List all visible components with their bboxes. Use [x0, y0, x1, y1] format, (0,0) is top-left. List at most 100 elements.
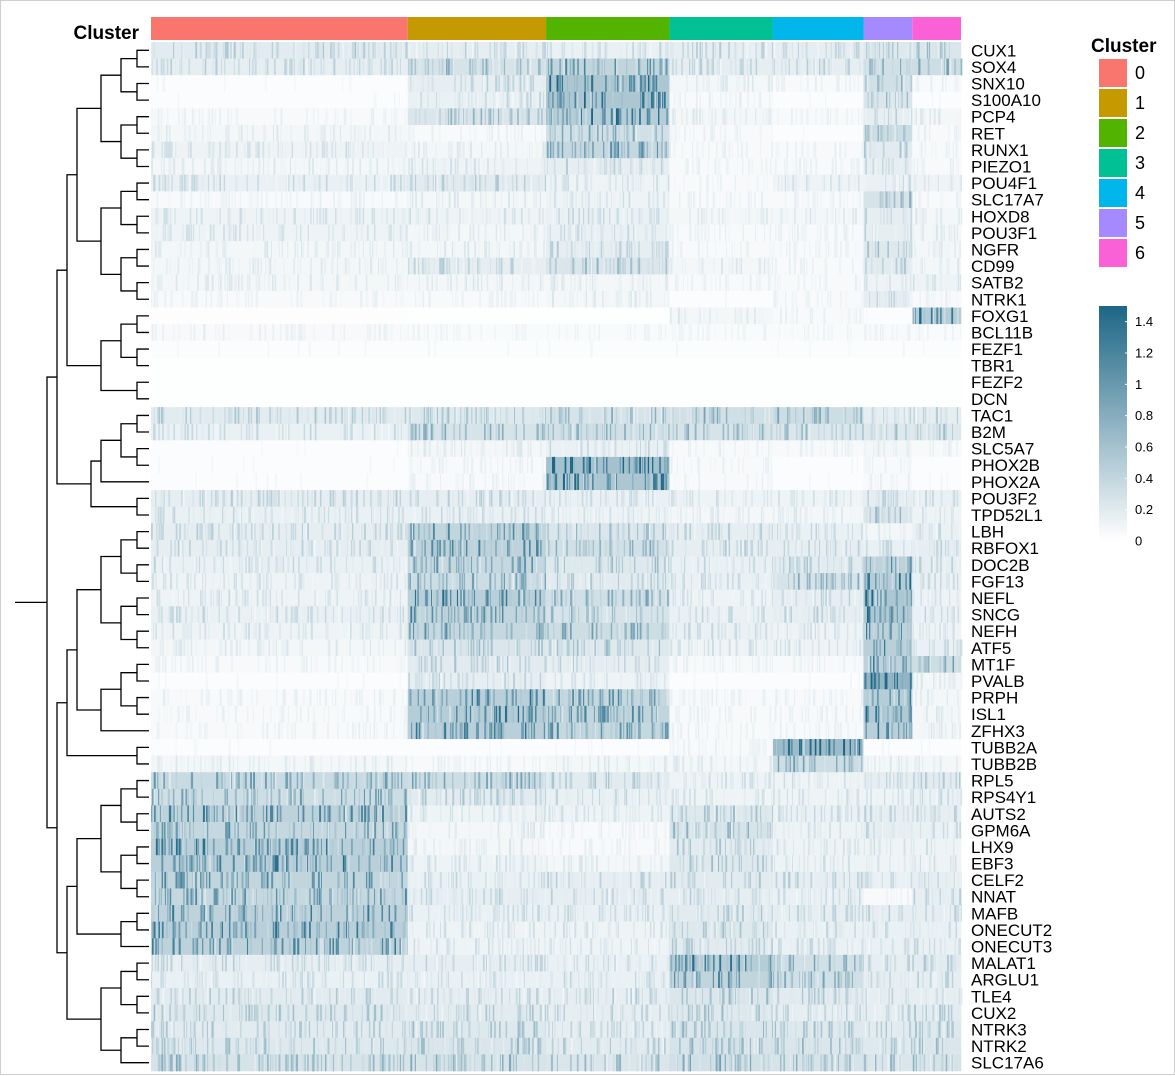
- heatmap-cell: [151, 340, 409, 358]
- legend-label-4: 4: [1135, 183, 1145, 203]
- heatmap-cell: [912, 124, 962, 142]
- gene-label: MT1F: [971, 655, 1015, 674]
- heatmap-cell: [669, 274, 774, 292]
- heatmap-cell: [407, 324, 547, 342]
- legend-label-5: 5: [1135, 213, 1145, 233]
- gene-label: PHOX2B: [971, 456, 1040, 475]
- gene-label: TBR1: [971, 357, 1014, 376]
- heatmap-cell: [669, 556, 774, 574]
- gene-label: FEZF2: [971, 373, 1023, 392]
- heatmap-cell: [772, 108, 864, 126]
- heatmap-cell: [669, 373, 774, 391]
- heatmap-cell: [863, 75, 913, 93]
- heatmap-cell: [151, 290, 409, 308]
- heatmap-cell: [546, 905, 670, 922]
- heatmap-cell: [863, 174, 913, 192]
- heatmap-cell: [669, 456, 774, 474]
- heatmap-cell: [407, 274, 547, 292]
- gene-label: RUNX1: [971, 141, 1029, 160]
- heatmap-cell: [669, 705, 774, 723]
- gene-label: NTRK3: [971, 1021, 1027, 1040]
- heatmap-cell: [669, 855, 774, 873]
- heatmap-cell: [407, 224, 547, 242]
- heatmap-cell: [407, 672, 547, 690]
- heatmap-cell: [772, 307, 864, 325]
- gene-label: SNCG: [971, 606, 1020, 625]
- gene-label: FEZF1: [971, 340, 1023, 359]
- heatmap-cell: [772, 705, 864, 723]
- heatmap-cell: [772, 1004, 864, 1022]
- heatmap-cell: [407, 241, 547, 259]
- heatmap-cell: [407, 871, 547, 889]
- heatmap-cell: [546, 871, 670, 889]
- heatmap-cell: [772, 855, 864, 873]
- heatmap-cell: [151, 373, 409, 391]
- heatmap-cell: [151, 755, 409, 773]
- heatmap-cell: [912, 473, 962, 491]
- heatmap-cell: [912, 739, 962, 756]
- heatmap-cell: [772, 191, 864, 209]
- heatmap-cell: [772, 606, 864, 624]
- colorbar-tick-label: 1: [1135, 377, 1142, 392]
- heatmap-cell: [863, 938, 913, 956]
- heatmap-cell: [546, 75, 670, 93]
- heatmap-cell: [863, 988, 913, 1005]
- heatmap-cell: [772, 390, 864, 408]
- heatmap-cell: [546, 506, 670, 524]
- heatmap-cell: [669, 838, 774, 856]
- heatmap-cell: [151, 1037, 409, 1055]
- heatmap-cell: [151, 58, 409, 76]
- heatmap-cell: [546, 357, 670, 375]
- heatmap-cell: [151, 124, 409, 142]
- heatmap-cell: [407, 988, 547, 1005]
- heatmap-cell: [772, 888, 864, 906]
- heatmap-cell: [772, 58, 864, 76]
- heatmap-cell: [772, 788, 864, 806]
- heatmap-cell: [669, 755, 774, 773]
- legend-swatch-1: [1099, 89, 1127, 117]
- heatmap-cell: [772, 224, 864, 242]
- cluster-bar-1: [407, 17, 547, 40]
- gene-label: B2M: [971, 423, 1006, 442]
- heatmap-cell: [669, 589, 774, 607]
- heatmap-cell: [669, 888, 774, 906]
- gene-label: ATF5: [971, 639, 1011, 658]
- heatmap-cell: [407, 373, 547, 391]
- gene-labels: CUX1SOX4SNX10S100A10PCP4RETRUNX1PIEZO1PO…: [971, 41, 1052, 1072]
- gene-label: HOXD8: [971, 207, 1030, 226]
- gene-label: NGFR: [971, 241, 1019, 260]
- heatmap-cell: [151, 672, 409, 690]
- heatmap-cell: [912, 689, 962, 707]
- gene-label: CD99: [971, 257, 1014, 276]
- heatmap-cell: [669, 141, 774, 159]
- heatmap-cell: [912, 606, 962, 624]
- gene-label: PVALB: [971, 672, 1025, 691]
- colorbar-tick-label: 1.2: [1135, 346, 1153, 361]
- cluster-bar-5: [863, 17, 913, 40]
- heatmap-cell: [863, 788, 913, 806]
- heatmap-cell: [863, 971, 913, 989]
- heatmap-cell: [151, 921, 409, 939]
- legend-label-1: 1: [1135, 93, 1145, 113]
- heatmap-cell: [546, 42, 670, 59]
- heatmap-cell: [546, 606, 670, 624]
- gene-label: ONECUT2: [971, 921, 1052, 940]
- heatmap-cell: [669, 207, 774, 225]
- heatmap-cell: [772, 357, 864, 375]
- gene-label: SLC17A7: [971, 191, 1044, 210]
- heatmap-cell: [151, 307, 409, 325]
- heatmap-cell: [772, 739, 864, 756]
- gene-label: ONECUT3: [971, 938, 1052, 957]
- heatmap-cell: [863, 290, 913, 308]
- gene-label: PHOX2A: [971, 473, 1041, 492]
- gene-label: CUX1: [971, 41, 1016, 60]
- gene-label: POU3F2: [971, 489, 1037, 508]
- gene-label: CUX2: [971, 1004, 1016, 1023]
- gene-label: AUTS2: [971, 805, 1026, 824]
- heatmap-cell: [407, 124, 547, 142]
- gene-label: GPM6A: [971, 821, 1031, 840]
- heatmap-cell: [151, 506, 409, 524]
- heatmap-cell: [669, 340, 774, 358]
- heatmap-cell: [407, 75, 547, 93]
- heatmap-cell: [546, 257, 670, 275]
